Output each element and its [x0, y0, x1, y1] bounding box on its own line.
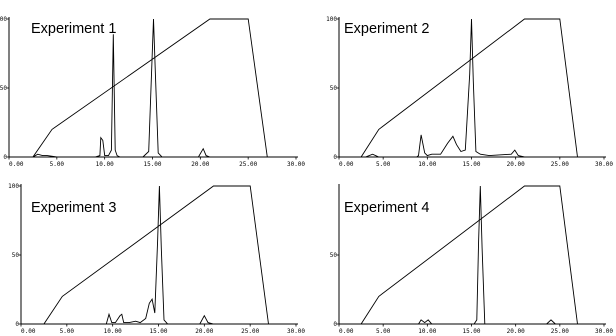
trace-series-line: [339, 18, 604, 158]
x-tick-label: 25.00: [239, 161, 257, 168]
x-tick-label: 15.00: [149, 328, 167, 335]
y-tick-label: 100: [8, 183, 19, 190]
chart-panel-4: 0.00 5.00 10.00 15.00 20.00 25.00 30.00 50 0 Expe…: [330, 184, 613, 335]
y-tick-label: 0: [3, 154, 7, 161]
x-tick-label: 0.00: [339, 328, 354, 335]
x-tick-label: 15.00: [462, 161, 480, 168]
x-tick-label: 0.00: [9, 161, 24, 168]
chart-title: Experiment 3: [31, 200, 116, 216]
gradient-series-line: [339, 18, 604, 158]
x-tick-label: 30.00: [595, 161, 613, 168]
x-tick-label: 15.00: [143, 161, 161, 168]
chart-panel-2: 0.00 5.00 10.00 15.00 20.00 25.00 30.00 100 50 0 E…: [326, 16, 613, 168]
x-tick-label: 20.00: [191, 161, 209, 168]
x-tick-label: 10.00: [418, 328, 436, 335]
y-tick-label: 100: [0, 16, 7, 23]
chart-title: Experiment 1: [31, 21, 116, 37]
y-tick-label: 50: [12, 252, 20, 259]
trace-series-line: [339, 185, 604, 325]
x-tick-label: 20.00: [507, 161, 525, 168]
x-tick-label: 5.00: [60, 328, 75, 335]
x-tick-label: 20.00: [195, 328, 213, 335]
y-tick-label: 0: [333, 321, 337, 328]
x-tick-label: 0.00: [21, 328, 36, 335]
x-tick-label: 5.00: [376, 328, 391, 335]
x-tick-label: 10.00: [96, 161, 114, 168]
y-tick-label: 50: [330, 252, 338, 259]
chart-panel-3: 0.00 5.00 10.00 15.00 20.00 25.00 30.00 100 50 0 E…: [8, 183, 305, 335]
x-tick-label: 15.00: [462, 328, 480, 335]
x-tick-label: 30.00: [595, 328, 613, 335]
x-tick-label: 20.00: [507, 328, 525, 335]
y-tick-label: 50: [0, 85, 7, 92]
x-tick-label: 5.00: [50, 161, 65, 168]
trace-series-line: [9, 18, 296, 158]
trace-series-line: [21, 185, 296, 325]
y-tick-label: 0: [333, 154, 337, 161]
x-tick-label: 0.00: [339, 161, 354, 168]
y-tick-label: 0: [15, 321, 19, 328]
x-tick-label: 30.00: [287, 328, 305, 335]
y-tick-label: 100: [326, 16, 337, 23]
x-tick-label: 25.00: [241, 328, 259, 335]
x-tick-label: 10.00: [418, 161, 436, 168]
chart-title: Experiment 4: [344, 200, 429, 216]
y-tick-label: 50: [330, 85, 338, 92]
x-tick-label: 10.00: [104, 328, 122, 335]
chart-title: Experiment 2: [344, 21, 429, 37]
x-tick-label: 25.00: [551, 328, 569, 335]
x-tick-label: 25.00: [551, 161, 569, 168]
chart-panel-1: 0.00 5.00 10.00 15.00 20.00 25.00 30.00 100 50 0 E…: [0, 16, 305, 168]
x-tick-label: 5.00: [376, 161, 391, 168]
x-tick-label: 30.00: [287, 161, 305, 168]
